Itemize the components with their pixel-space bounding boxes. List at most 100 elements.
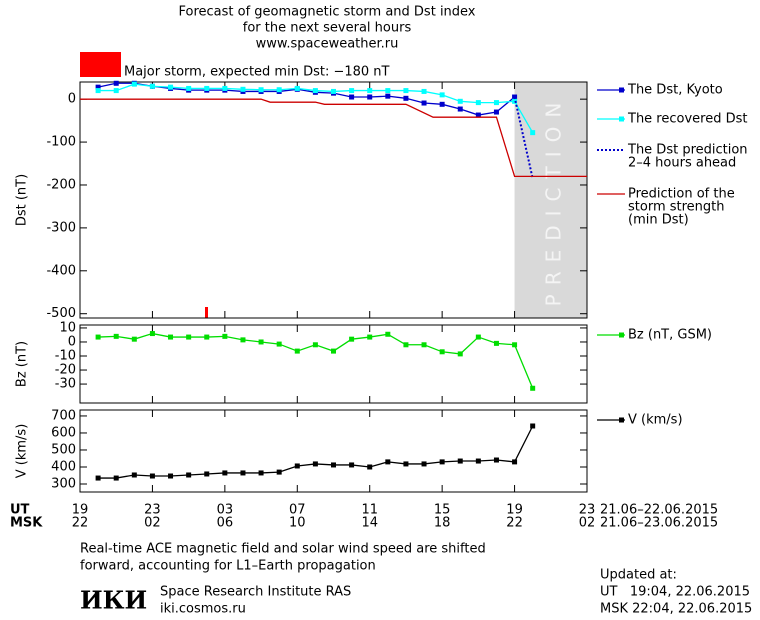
legend-label: The recovered Dst [627, 112, 747, 127]
series-marker [113, 333, 119, 339]
series-marker [312, 461, 318, 467]
y-tick-label: -100 [46, 135, 76, 150]
series-marker [258, 470, 264, 476]
series-marker [530, 385, 536, 391]
series-marker [294, 85, 300, 91]
legend-label: V (km/s) [628, 413, 683, 428]
series-marker [349, 336, 355, 342]
series-marker [349, 88, 355, 94]
series-marker [349, 462, 355, 468]
series-marker [349, 94, 355, 100]
legend-label: Bz (nT, GSM) [628, 328, 712, 343]
footnote: forward, accounting for L1–Earth propaga… [80, 559, 376, 574]
y-tick-label: -400 [46, 263, 76, 278]
y-axis-label: Dst (nT) [15, 174, 30, 226]
x-tick-label: 07 [289, 503, 306, 518]
x-tick-label: 15 [434, 503, 451, 518]
series-marker [186, 85, 192, 91]
x2-range: 21.06–23.06.2015 [600, 516, 718, 531]
legend-marker [619, 332, 624, 338]
x2-tick-label: 10 [289, 516, 306, 531]
series-marker [475, 100, 481, 106]
series-marker [475, 112, 481, 118]
alert-text: Major storm, expected min Dst: −180 nT [124, 65, 390, 80]
x2-tick-label: 22 [72, 516, 89, 531]
legend-label: (min Dst) [628, 213, 689, 228]
x-tick-label: 19 [506, 503, 523, 518]
series-marker [403, 342, 409, 348]
series-marker [421, 342, 427, 348]
legend-label: The Dst prediction [627, 143, 748, 158]
chart-title: for the next several hours [243, 21, 412, 36]
y-tick-label: -300 [46, 220, 76, 235]
series-marker [276, 341, 282, 347]
series-marker [276, 87, 282, 93]
series-line [80, 98, 587, 178]
y-tick-label: -30 [55, 377, 76, 392]
y-axis-label: Bz (nT) [15, 341, 30, 387]
series-marker [367, 464, 373, 470]
series-marker [439, 92, 445, 98]
x-tick-label: 19 [72, 503, 89, 518]
legend-marker [619, 87, 624, 93]
series-marker [512, 342, 518, 348]
legend-marker [619, 417, 624, 423]
y-tick-label: 300 [51, 477, 76, 492]
series-marker [457, 106, 463, 112]
series-marker [367, 334, 373, 340]
x2-tick-label: 14 [361, 516, 378, 531]
series-marker [240, 86, 246, 92]
series-marker [331, 348, 336, 354]
series-marker [95, 88, 101, 94]
series-marker [149, 331, 155, 337]
series-marker [204, 334, 210, 340]
series-marker [457, 351, 463, 357]
series-marker [95, 475, 101, 481]
series-marker [421, 88, 427, 94]
series-marker [421, 461, 427, 467]
series-marker [439, 101, 445, 107]
series-marker [457, 458, 463, 464]
series-marker [530, 423, 536, 429]
series-marker [240, 337, 246, 343]
x-range: 21.06–22.06.2015 [600, 503, 718, 518]
y-tick-label: 600 [51, 425, 76, 440]
series-line [513, 96, 534, 179]
series-marker [222, 85, 228, 91]
series-marker [294, 463, 300, 469]
institute: Space Research Institute RAS [160, 585, 351, 600]
series-marker [367, 88, 373, 94]
series-marker [258, 87, 264, 93]
x-tick-label: 11 [361, 503, 378, 518]
series-marker [204, 85, 210, 91]
updated: MSK 22:04, 22.06.2015 [600, 602, 752, 617]
plot-frame [79, 81, 588, 319]
x-tick-label: 03 [217, 503, 234, 518]
series-marker [168, 334, 174, 340]
y-axis-label: V (km/s) [15, 424, 30, 479]
series-marker [240, 470, 246, 476]
series-marker [403, 95, 409, 101]
series-marker [95, 334, 101, 340]
y-tick-label: 700 [51, 408, 76, 423]
series-marker [493, 457, 499, 463]
site: iki.cosmos.ru [160, 602, 246, 617]
series-marker [512, 459, 518, 465]
series-marker [403, 88, 409, 94]
alert-box [80, 52, 121, 77]
plot-frame [79, 324, 588, 404]
series-marker [186, 472, 192, 478]
series-marker [475, 458, 481, 464]
series-marker [493, 100, 499, 106]
series-marker [149, 83, 155, 89]
x2-tick-label: 18 [434, 516, 451, 531]
series-marker [113, 475, 119, 481]
y-tick-label: 500 [51, 442, 76, 457]
legend-label: Prediction of the [628, 187, 735, 202]
prediction-label: PREDICTION [541, 94, 565, 307]
y-tick-label: -200 [46, 177, 76, 192]
y-tick-label: -500 [46, 306, 76, 321]
x2-axis-label: MSK [10, 516, 43, 531]
series-marker [222, 470, 228, 476]
